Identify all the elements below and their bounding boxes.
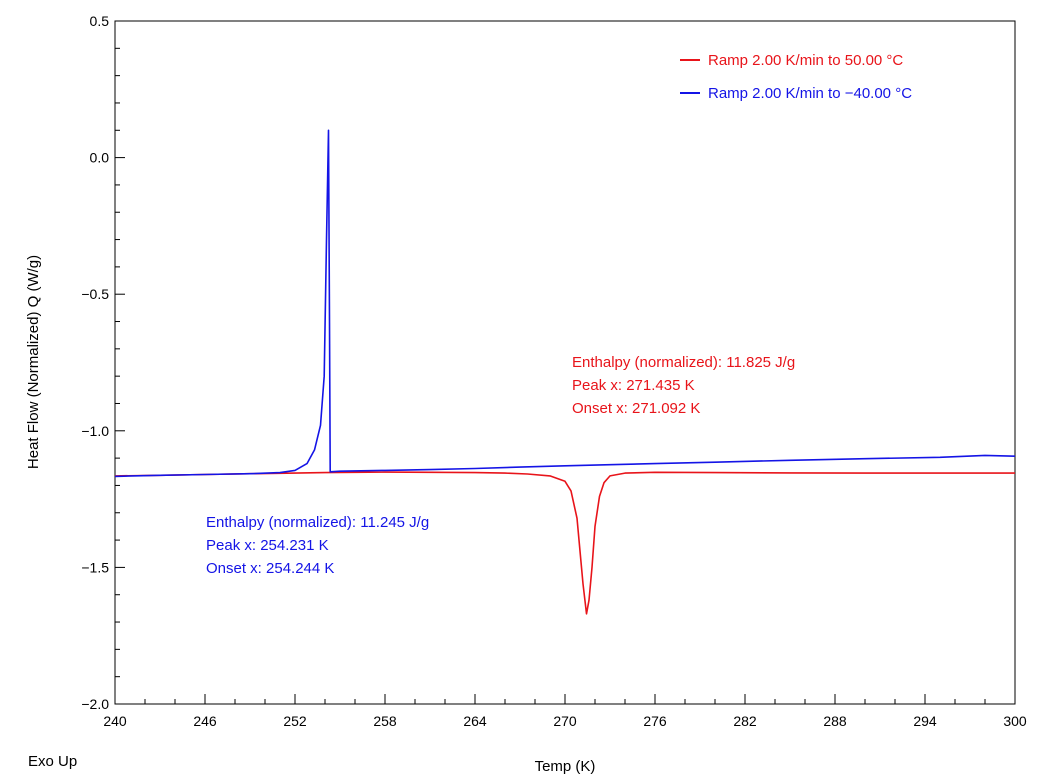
- annotations: Enthalpy (normalized): 11.825 J/g Peak x:…: [206, 354, 795, 577]
- y-tick-label: −1.5: [81, 559, 109, 575]
- annotation-line: Peak x: 254.231 K: [206, 537, 329, 554]
- x-tick-label: 294: [913, 713, 937, 729]
- legend-label: Ramp 2.00 K/min to −40.00 °C: [708, 85, 912, 102]
- x-tick-label: 300: [1003, 713, 1027, 729]
- y-tick-label: −0.5: [81, 286, 109, 302]
- annotation-line: Onset x: 254.244 K: [206, 560, 334, 577]
- y-tick-label: −1.0: [81, 423, 109, 439]
- x-tick-label: 264: [463, 713, 487, 729]
- x-tick-label: 288: [823, 713, 847, 729]
- x-tick-label: 240: [103, 713, 127, 729]
- y-tick-label: 0.5: [90, 13, 110, 29]
- legend-label: Ramp 2.00 K/min to 50.00 °C: [708, 52, 903, 69]
- annotation-line: Onset x: 271.092 K: [572, 400, 700, 417]
- x-tick-label: 252: [283, 713, 307, 729]
- x-tick-label: 246: [193, 713, 217, 729]
- series-line-2: [114, 129, 1016, 478]
- y-tick-label: 0.0: [90, 150, 110, 166]
- y-tick-label: −2.0: [81, 696, 109, 712]
- series-layer: [114, 129, 1016, 615]
- x-tick-label: 270: [553, 713, 577, 729]
- x-axis: 240 246 252 258 264 270 276 282 288 294 300: [103, 694, 1027, 729]
- annotation-line: Enthalpy (normalized): 11.825 J/g: [572, 354, 795, 371]
- y-axis-title: Heat Flow (Normalized) Q (W/g): [25, 255, 42, 469]
- y-axis: 0.5 0.0 −0.5 −1.0 −1.5 −2.0: [81, 13, 125, 712]
- x-tick-label: 276: [643, 713, 667, 729]
- x-tick-label: 258: [373, 713, 397, 729]
- legend: Ramp 2.00 K/min to 50.00 °C Ramp 2.00 K/m…: [680, 52, 912, 102]
- annotation-line: Peak x: 271.435 K: [572, 377, 695, 394]
- exo-up-label: Exo Up: [28, 753, 77, 770]
- x-axis-title: Temp (K): [535, 758, 596, 775]
- x-tick-label: 282: [733, 713, 757, 729]
- annotation-line: Enthalpy (normalized): 11.245 J/g: [206, 514, 429, 531]
- plot-frame: [114, 20, 1016, 705]
